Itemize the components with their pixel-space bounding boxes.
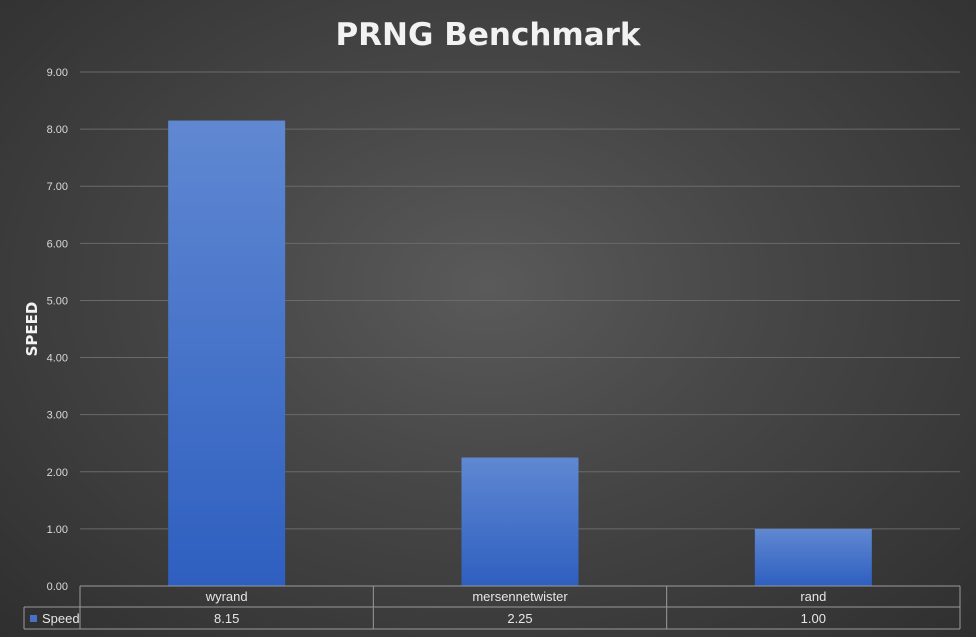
- data-value-label: 2.25: [507, 611, 532, 626]
- data-table: wyrand 8.15 mersennetwister 2.25 rand 1.00 Spe…: [23, 585, 961, 630]
- y-tick-label: 3.00: [47, 410, 68, 422]
- category-label: mersennetwister: [472, 589, 568, 604]
- y-tick-label: 2.00: [47, 467, 68, 479]
- bar-mersennetwister: [461, 457, 579, 586]
- y-tick-label: 1.00: [47, 524, 68, 536]
- y-tick-label: 6.00: [47, 238, 68, 250]
- data-value-label: 1.00: [801, 611, 826, 626]
- y-axis-ticks: 0.00 1.00 2.00 3.00 4.00 5.00 6.00 7.00 8.00 9.00: [47, 67, 68, 593]
- y-tick-label: 4.00: [47, 353, 68, 365]
- bars: [168, 120, 872, 587]
- y-tick-label: 8.00: [47, 124, 68, 136]
- legend-swatch: [30, 615, 37, 622]
- y-tick-label: 0.00: [47, 581, 68, 593]
- legend-series-name: Speed: [42, 611, 80, 626]
- category-label: rand: [800, 589, 826, 604]
- bar-rand: [754, 528, 872, 586]
- data-value-label: 8.15: [214, 611, 239, 626]
- y-tick-label: 7.00: [47, 181, 68, 193]
- y-tick-label: 9.00: [47, 67, 68, 79]
- bar-wyrand: [168, 120, 286, 587]
- category-label: wyrand: [205, 589, 248, 604]
- chart-title: PRNG Benchmark: [335, 17, 641, 53]
- y-axis-label: SPEED: [23, 302, 41, 357]
- y-tick-label: 5.00: [47, 295, 68, 307]
